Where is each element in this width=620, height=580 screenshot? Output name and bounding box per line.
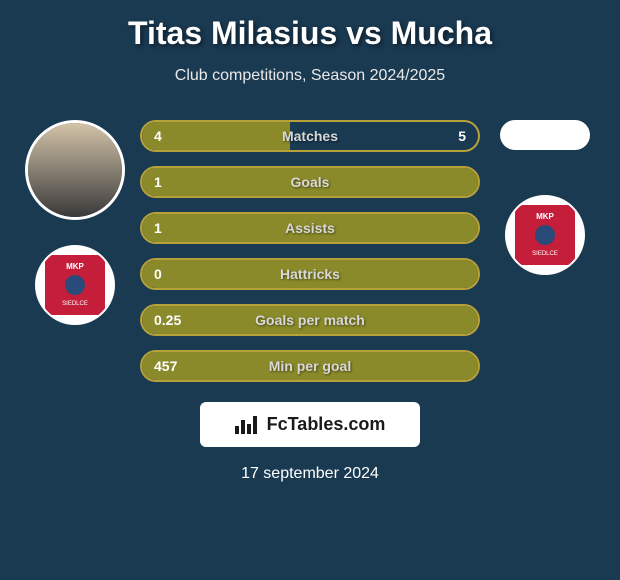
player-left-column: MKP SIEDLCE: [15, 120, 135, 325]
badge-top-text: MKP: [536, 213, 554, 221]
stat-bar: 1Goals: [140, 166, 480, 198]
badge-emblem-icon: [65, 275, 85, 295]
footer-date: 17 september 2024: [0, 465, 620, 483]
brand-text: FcTables.com: [267, 414, 386, 435]
stat-label: Min per goal: [142, 358, 478, 374]
player-left-avatar: [25, 120, 125, 220]
badge-inner: MKP SIEDLCE: [45, 255, 105, 315]
badge-inner: MKP SIEDLCE: [515, 205, 575, 265]
badge-bottom-text: SIEDLCE: [532, 251, 558, 257]
player-left-club-badge: MKP SIEDLCE: [35, 245, 115, 325]
stats-column: 45Matches 1Goals 1Assists 0Hattricks 0.25Goa…: [140, 120, 480, 382]
stat-bar: 45Matches: [140, 120, 480, 152]
page-title: Titas Milasius vs Mucha: [0, 15, 620, 52]
comparison-content: MKP SIEDLCE 45Matches 1Goals 1Assists 0Hatt…: [0, 120, 620, 382]
stat-label: Goals per match: [142, 312, 478, 328]
stat-label: Matches: [142, 128, 478, 144]
stat-bar: 0.25Goals per match: [140, 304, 480, 336]
stat-bar: 0Hattricks: [140, 258, 480, 290]
badge-top-text: MKP: [66, 263, 84, 271]
badge-bottom-text: SIEDLCE: [62, 301, 88, 307]
avatar-image-placeholder: [28, 123, 122, 217]
stat-label: Hattricks: [142, 266, 478, 282]
chart-icon: [235, 416, 259, 434]
stat-label: Goals: [142, 174, 478, 190]
brand-badge[interactable]: FcTables.com: [200, 402, 420, 447]
badge-emblem-icon: [535, 225, 555, 245]
stat-bar: 457Min per goal: [140, 350, 480, 382]
player-right-avatar-empty: [500, 120, 590, 150]
stat-label: Assists: [142, 220, 478, 236]
player-right-column: MKP SIEDLCE: [485, 120, 605, 275]
player-right-club-badge: MKP SIEDLCE: [505, 195, 585, 275]
stat-bar: 1Assists: [140, 212, 480, 244]
comparison-widget: Titas Milasius vs Mucha Club competition…: [0, 0, 620, 493]
subtitle: Club competitions, Season 2024/2025: [0, 67, 620, 85]
